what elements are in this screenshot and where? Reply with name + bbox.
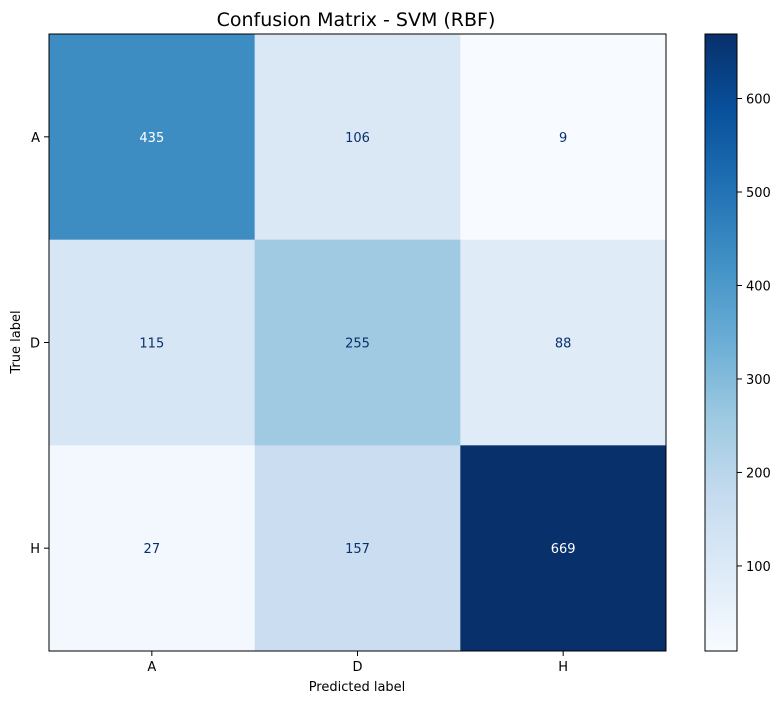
y-tick-label: A (31, 131, 40, 146)
cell-value-label: 255 (345, 337, 370, 352)
heatmap-cells: 435 106 9 115 255 88 27 157 669 (49, 34, 667, 652)
heatmap-cell (460, 239, 667, 446)
x-tick-label: A (147, 660, 156, 675)
cell-value-label: 115 (139, 337, 164, 352)
chart-title: Confusion Matrix - SVM (RBF) (217, 9, 496, 31)
colorbar-tick-label: 600 (746, 93, 771, 108)
cell-value-label: 88 (555, 337, 572, 352)
cell-value-label: 157 (345, 542, 370, 557)
heatmap-cell (460, 34, 667, 241)
cell-value-label: 9 (559, 131, 567, 146)
heatmap-cell (254, 445, 461, 652)
heatmap-cell (460, 445, 667, 652)
colorbar-tick-label: 300 (746, 373, 771, 388)
cell-value-label: 27 (144, 542, 161, 557)
colorbar-ticks: 100 200 300 400 500 600 (737, 93, 771, 575)
colorbar-tick-label: 500 (746, 186, 771, 201)
colorbar-tick-label: 400 (746, 279, 771, 294)
cell-value-label: 435 (139, 131, 164, 146)
heatmap-cell (254, 34, 461, 241)
cell-value-label: 106 (345, 131, 370, 146)
x-tick-label: H (558, 660, 568, 675)
y-axis-label: True label (9, 310, 24, 374)
cell-value-label: 669 (551, 542, 576, 557)
colorbar-tick-label: 100 (746, 560, 771, 575)
x-tick-label: D (352, 660, 362, 675)
heatmap-cell (49, 34, 256, 241)
y-tick-label: H (30, 542, 40, 557)
colorbar (704, 33, 738, 652)
x-axis-label: Predicted label (309, 680, 406, 695)
heatmap-cell (49, 445, 256, 652)
heatmap-cell (49, 239, 256, 446)
heatmap-cell (254, 239, 461, 446)
colorbar-tick-label: 200 (746, 466, 771, 481)
y-tick-label: D (30, 337, 40, 352)
y-axis-ticks: A D H (30, 131, 49, 557)
